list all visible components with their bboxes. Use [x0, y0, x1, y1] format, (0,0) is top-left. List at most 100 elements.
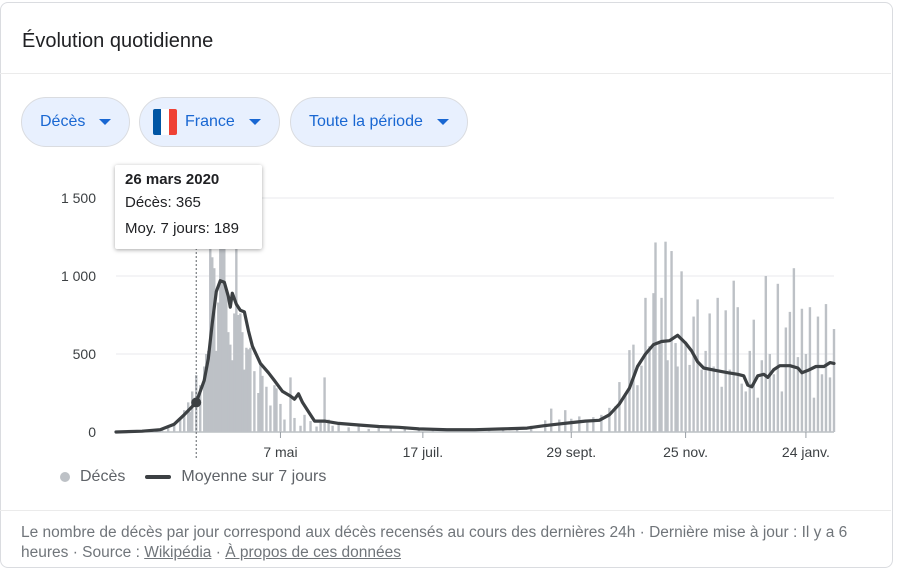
bar [323, 377, 326, 432]
bar [712, 366, 715, 432]
bar [403, 428, 407, 432]
bar [377, 427, 380, 432]
bar [160, 430, 164, 432]
footnote-separator: · [211, 544, 226, 561]
bar [249, 347, 252, 432]
bar [259, 363, 262, 432]
bar [674, 343, 677, 432]
bar [219, 213, 222, 432]
bar [688, 364, 691, 432]
highlight-point [191, 397, 202, 408]
card-title: Évolution quotidienne [22, 30, 214, 52]
period-dropdown-label: Toute la période [309, 113, 423, 130]
bar [319, 422, 322, 432]
y-tick-label: 0 [88, 424, 96, 440]
bar [728, 369, 731, 432]
bar [780, 391, 784, 432]
chart-footnote: Le nombre de décès par jour correspond a… [21, 523, 871, 563]
bar [257, 393, 260, 432]
footer-divider [0, 510, 891, 511]
bar [309, 421, 312, 432]
deaths-chart[interactable]: 0 500 1 000 1 500 7 mai 17 juil. 29 sept. 25 no… [0, 160, 899, 460]
about-data-link[interactable]: À propos de ces données [225, 544, 401, 561]
bar [331, 425, 334, 432]
bar [618, 382, 621, 432]
bar [716, 297, 719, 432]
bar [592, 417, 595, 432]
y-tick-label: 500 [73, 346, 97, 362]
bar [564, 410, 567, 432]
bar [223, 221, 226, 432]
bar [367, 428, 370, 432]
bar [816, 316, 820, 432]
bar [515, 428, 519, 432]
period-dropdown[interactable]: Toute la période [290, 97, 468, 147]
bar [832, 329, 836, 432]
bar [182, 410, 186, 432]
bar [736, 307, 739, 432]
bar [824, 304, 828, 432]
metric-dropdown[interactable]: Décès [21, 97, 131, 147]
bar [632, 344, 635, 432]
chevron-down-icon [248, 119, 261, 125]
tooltip-date: 26 mars 2020 [125, 171, 220, 188]
bar [231, 360, 234, 432]
bar [225, 291, 228, 432]
bar [243, 369, 246, 432]
bar [748, 350, 751, 432]
bar [389, 428, 392, 432]
chart-tooltip: 26 mars 2020 Décès: 365 Moy. 7 jours: 18… [115, 165, 262, 249]
bar [178, 417, 182, 432]
bar [756, 397, 759, 432]
bar [213, 268, 216, 432]
bar [784, 327, 788, 432]
bar [189, 411, 192, 432]
bar [299, 425, 302, 432]
bar [828, 377, 832, 432]
bar [792, 268, 796, 432]
y-tick-label: 1 000 [61, 268, 96, 284]
bar [684, 341, 687, 432]
chevron-down-icon [99, 119, 112, 125]
bar [293, 417, 296, 432]
bar [289, 377, 292, 432]
source-link[interactable]: Wikipédia [144, 544, 212, 561]
bar [666, 360, 669, 432]
bar [265, 386, 268, 432]
metric-dropdown-label: Décès [40, 113, 86, 130]
legend-line-label: Moyenne sur 7 jours [181, 468, 327, 485]
bar [760, 360, 763, 432]
bar [608, 407, 611, 432]
header-divider [0, 73, 891, 74]
bar [269, 405, 272, 432]
bar [704, 350, 707, 432]
bar [692, 316, 695, 432]
legend-line-swatch [145, 475, 172, 479]
bar [700, 369, 703, 432]
bar [239, 313, 242, 432]
bar [235, 207, 238, 432]
bar [253, 371, 256, 432]
country-dropdown[interactable]: France [139, 97, 280, 147]
bar [550, 408, 553, 432]
france-flag-icon [153, 109, 177, 135]
bar [217, 302, 220, 432]
bar [207, 350, 210, 432]
x-tick-label: 7 mai [263, 444, 297, 460]
bar [247, 349, 250, 432]
bar [670, 251, 673, 432]
bar [347, 427, 350, 432]
bar [279, 403, 282, 432]
bar [624, 393, 627, 432]
bar [558, 419, 561, 432]
bar [187, 402, 190, 432]
bar [241, 332, 244, 432]
bar [820, 374, 824, 432]
bar [654, 242, 657, 432]
x-tick-label: 29 sept. [546, 444, 596, 460]
bar [764, 276, 768, 432]
bar [652, 293, 655, 432]
legend-bars-swatch [60, 472, 70, 482]
bar [205, 354, 208, 432]
